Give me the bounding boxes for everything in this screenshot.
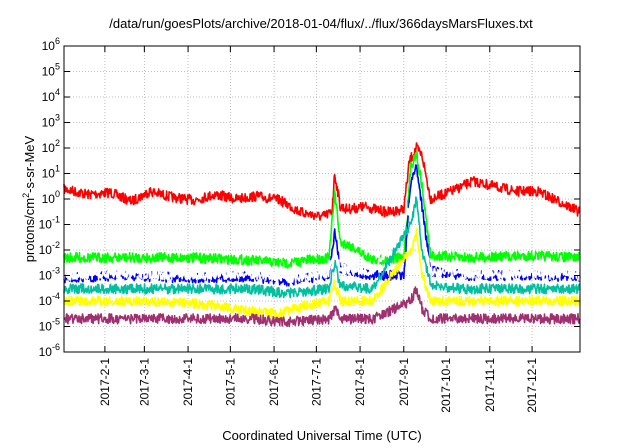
- y-tick-label: 10-1: [39, 215, 60, 232]
- x-tick-label: 2017-7-1: [309, 358, 323, 406]
- y-tick-label: 10-2: [39, 240, 60, 257]
- y-tick-label: 10-6: [39, 342, 60, 359]
- series-line-2: [63, 151, 581, 269]
- chart-title: /data/run/goesPlots/archive/2018-01-04/f…: [109, 16, 533, 31]
- y-tick-label: 10-4: [39, 291, 60, 308]
- y-tick-label: 103: [42, 113, 60, 130]
- ticks: 10-6 10-5 10-4 10-3 10-2 10-1 100 101 102 103 104 1…: [39, 36, 580, 413]
- y-tick-label: 100: [42, 189, 60, 206]
- x-axis-label: Coordinated Universal Time (UTC): [222, 428, 421, 443]
- x-tick-label: 2017-8-1: [353, 358, 367, 406]
- x-tick-label: 2017-10-1: [439, 358, 453, 413]
- x-tick-label: 2017-12-1: [525, 358, 539, 413]
- y-tick-label: 104: [42, 87, 60, 104]
- series-line-7: [63, 286, 581, 328]
- series-group: [63, 142, 581, 328]
- x-tick-label: 2017-6-1: [267, 358, 281, 406]
- y-axis-label: protons/cm2-s-sr-MeV: [21, 135, 37, 262]
- x-tick-label: 2017-3-1: [137, 358, 151, 406]
- y-tick-label: 10-5: [39, 317, 60, 334]
- y-tick-label: 10-3: [39, 266, 60, 283]
- x-tick-label: 2017-11-1: [483, 358, 497, 412]
- series-line-1: [63, 142, 581, 221]
- y-tick-label: 106: [42, 36, 60, 53]
- x-tick-label: 2017-2-1: [98, 358, 112, 406]
- y-tick-label: 101: [42, 164, 60, 181]
- series-line-4: [63, 190, 581, 284]
- series-line-6: [63, 228, 581, 320]
- x-tick-label: 2017-9-1: [397, 358, 411, 406]
- x-tick-label: 2017-5-1: [223, 358, 237, 406]
- y-tick-label: 102: [42, 138, 60, 155]
- x-tick-label: 2017-4-1: [181, 358, 195, 406]
- series-line-5: [63, 196, 581, 299]
- y-tick-label: 105: [42, 62, 60, 79]
